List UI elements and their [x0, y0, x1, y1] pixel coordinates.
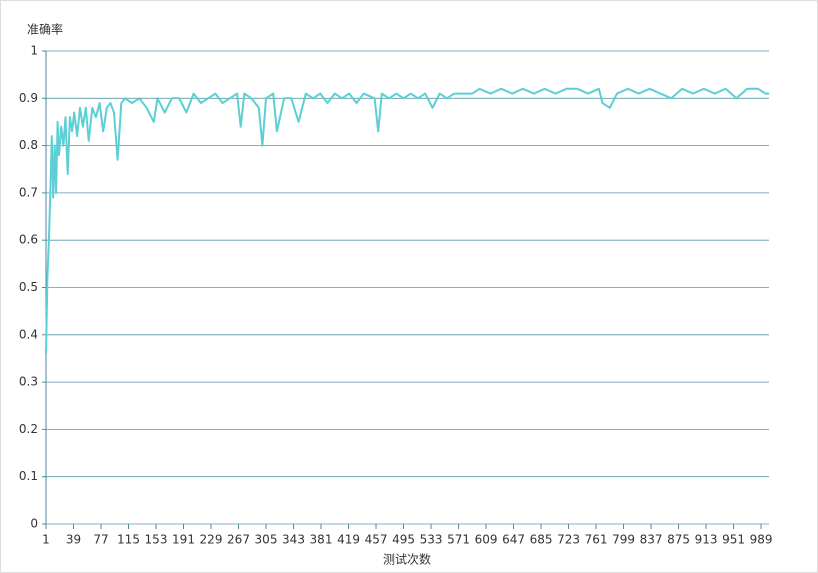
x-tick-label: 761	[585, 533, 608, 547]
x-tick-label: 951	[722, 533, 745, 547]
x-axis-title: 测试次数	[383, 552, 431, 567]
x-tick-label: 647	[502, 533, 525, 547]
y-tick-label: 0.5	[19, 280, 38, 294]
x-tick-label: 191	[172, 533, 195, 547]
y-tick-label: 0.4	[19, 327, 38, 341]
y-tick-label: 1	[30, 44, 38, 58]
x-tick-label: 837	[640, 533, 663, 547]
x-tick-label: 343	[282, 533, 305, 547]
x-tick-label: 913	[695, 533, 718, 547]
y-tick-label: 0.6	[19, 233, 38, 247]
x-tick-label: 799	[612, 533, 635, 547]
y-tick-label: 0.8	[19, 138, 38, 152]
x-tick-label: 419	[337, 533, 360, 547]
y-tick-label: 0.7	[19, 185, 38, 199]
x-tick-label: 495	[392, 533, 415, 547]
x-tick-label: 723	[557, 533, 580, 547]
y-axis-title: 准确率	[27, 22, 63, 37]
x-tick-label: 875	[667, 533, 690, 547]
x-tick-label: 39	[66, 533, 81, 547]
x-tick-label: 685	[530, 533, 553, 547]
y-tick-label: 0	[30, 517, 38, 531]
x-tick-label: 381	[310, 533, 333, 547]
x-tick-label: 77	[93, 533, 108, 547]
x-tick-label: 115	[117, 533, 140, 547]
y-tick-label: 0.1	[19, 469, 38, 483]
y-tick-label: 0.9	[19, 91, 38, 105]
x-tick-label: 229	[200, 533, 223, 547]
data-line	[45, 87, 769, 354]
x-tick-label: 153	[145, 533, 168, 547]
x-tick-label: 989	[750, 533, 773, 547]
x-tick-label: 571	[447, 533, 470, 547]
x-tick-label: 457	[365, 533, 388, 547]
x-tick-label: 267	[227, 533, 250, 547]
y-tick-label: 0.2	[19, 422, 38, 436]
x-tick-label: 1	[42, 533, 50, 547]
y-tick-label: 0.3	[19, 375, 38, 389]
x-tick-label: 609	[475, 533, 498, 547]
x-tick-label: 533	[420, 533, 443, 547]
x-tick-label: 305	[255, 533, 278, 547]
